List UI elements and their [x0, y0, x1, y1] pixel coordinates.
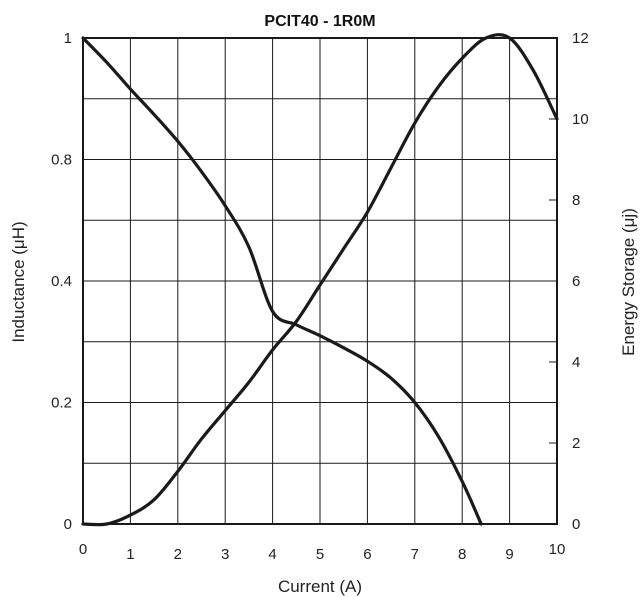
x-tick-label: 1 — [126, 546, 134, 563]
y-left-tick-label: 1 — [64, 30, 72, 47]
x-tick-label: 10 — [549, 541, 566, 558]
inductance-line — [81, 36, 483, 526]
x-tick-label: 4 — [268, 546, 276, 563]
x-axis-label: Current (A) — [278, 577, 362, 596]
x-tick-label: 7 — [411, 546, 419, 563]
series-lines — [81, 33, 559, 527]
y-left-tick-label: 0 — [64, 516, 72, 533]
x-tick-label: 6 — [363, 546, 371, 563]
y-right-tick-label: 10 — [572, 111, 589, 128]
energy-storage-line — [81, 33, 559, 527]
y-right-tick-label: 4 — [572, 354, 580, 371]
y-left-tick-label: 0.2 — [51, 395, 72, 412]
x-tick-label: 2 — [174, 546, 182, 563]
y-right-tick-label: 12 — [572, 30, 589, 47]
y-right-tick-label: 2 — [572, 435, 580, 452]
x-tick-label: 3 — [221, 546, 229, 563]
grid — [82, 37, 558, 525]
y-right-tick-label: 6 — [572, 273, 580, 290]
y-axis-right-label: Energy Storage (μj) — [619, 208, 638, 356]
y-right-tick-label: 0 — [572, 516, 580, 533]
y-left-tick-label: 0.4 — [51, 273, 72, 290]
x-tick-label: 8 — [458, 546, 466, 563]
y-left-tick-label: 0.8 — [51, 152, 72, 169]
x-tick-label: 0 — [79, 541, 87, 558]
y-right-tick-label: 8 — [572, 192, 580, 209]
y-axis-left-label: Inductance (μH) — [9, 221, 28, 342]
chart-title: PCIT40 - 1R0M — [264, 13, 375, 30]
x-tick-label: 5 — [316, 546, 324, 563]
x-tick-label: 9 — [505, 546, 513, 563]
